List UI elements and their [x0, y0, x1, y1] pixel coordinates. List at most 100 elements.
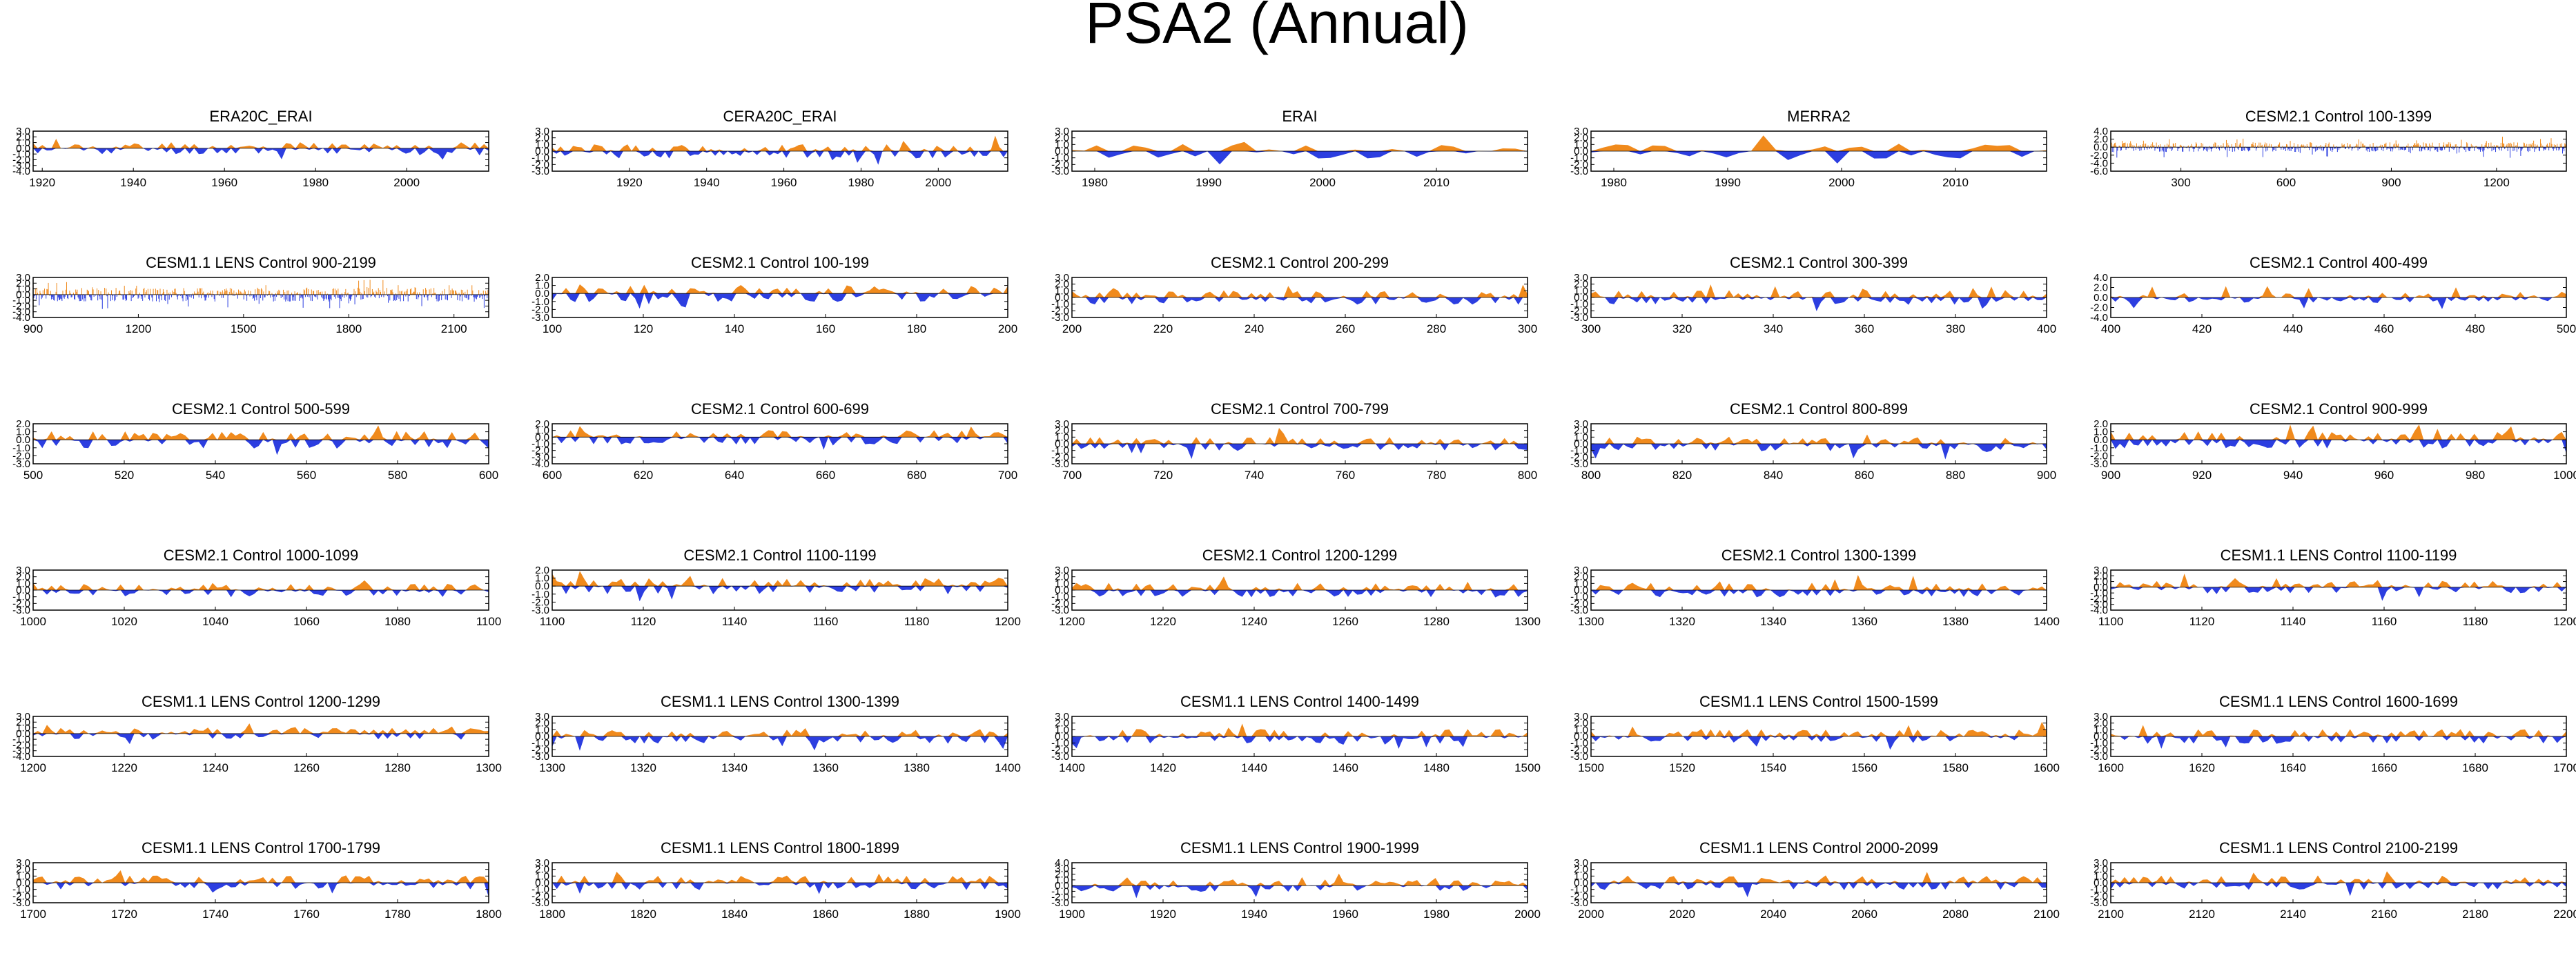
- y-tick-label: 2.0: [16, 277, 30, 289]
- y-tick-label: -2.0: [1051, 159, 1069, 170]
- x-tick-label: 2160: [2371, 908, 2397, 921]
- x-tick-label: 1340: [721, 761, 748, 774]
- negative-area: [1591, 736, 2047, 750]
- y-tick-label: 0.0: [1574, 585, 1588, 596]
- positive-area: [1591, 721, 2047, 736]
- x-tick-label: 280: [1427, 322, 1446, 335]
- panel-30: CESM1.1 LENS Control 2100-2199 3.02.01.00…: [2090, 839, 2576, 921]
- y-tick-label: -2.0: [2090, 593, 2108, 605]
- y-tick-label: 0.0: [1055, 731, 1069, 743]
- y-tick-label: 3.0: [535, 857, 549, 869]
- panel-16: CESM2.1 Control 1000-1099 3.02.01.00.0-1.…: [12, 547, 501, 628]
- x-tick-label: 1220: [111, 761, 137, 774]
- x-tick-label: 1560: [1851, 761, 1877, 774]
- y-tick-label: -6.0: [2090, 166, 2108, 177]
- x-tick-label: 300: [2171, 176, 2190, 189]
- y-tick-label: 1.0: [1055, 874, 1069, 886]
- panel-title: CESM2.1 Control 1200-1299: [1202, 547, 1398, 564]
- y-tick-label: 1.0: [535, 870, 549, 882]
- x-tick-label: 1760: [293, 908, 320, 921]
- y-tick-label: -1.0: [531, 296, 549, 308]
- x-tick-label: 620: [634, 469, 653, 482]
- x-tick-label: 400: [2101, 322, 2120, 335]
- x-tick-label: 1860: [812, 908, 839, 921]
- panel-5: CESM2.1 Control 100-1399 4.02.00.0-2.0-4.…: [2090, 108, 2567, 189]
- x-tick-label: 1580: [1942, 761, 1969, 774]
- x-tick-label: 1440: [1241, 761, 1267, 774]
- x-tick-label: 2000: [925, 176, 951, 189]
- positive-area: [2111, 286, 2566, 297]
- panel-title: ERAI: [1282, 108, 1317, 125]
- x-tick-label: 1800: [476, 908, 502, 921]
- y-tick-label: 0.0: [16, 585, 30, 596]
- y-tick-label: 2.0: [1574, 279, 1588, 291]
- negative-area: [2111, 297, 2566, 309]
- positive-area: [2111, 424, 2566, 440]
- x-tick-label: 1120: [2189, 615, 2215, 628]
- y-tick-label: -3.0: [12, 306, 30, 318]
- y-tick-label: 3.0: [1055, 272, 1069, 284]
- x-tick-label: 300: [1581, 322, 1601, 335]
- x-tick-label: 1920: [1150, 908, 1176, 921]
- plot-frame: [32, 277, 489, 318]
- y-tick-label: -1.0: [1570, 445, 1588, 457]
- plot-frame: [2110, 130, 2567, 172]
- y-tick-label: 1.0: [1055, 285, 1069, 297]
- x-tick-label: 200: [1062, 322, 1082, 335]
- x-tick-label: 920: [2192, 469, 2212, 482]
- y-tick-label: 0.0: [535, 431, 549, 443]
- y-tick-label: -2.0: [531, 890, 549, 902]
- y-tick-label: 1.0: [535, 280, 549, 292]
- x-tick-label: 1680: [2462, 761, 2488, 774]
- y-tick-label: -2.0: [1570, 890, 1588, 902]
- x-tick-label: 900: [23, 322, 43, 335]
- y-tick-label: 0.0: [16, 434, 30, 446]
- panel-title: CESM1.1 LENS Control 1600-1699: [2219, 693, 2458, 710]
- y-tick-label: -1.0: [12, 734, 30, 745]
- y-tick-label: 1.0: [2094, 427, 2108, 438]
- x-tick-label: 840: [1764, 469, 1783, 482]
- y-tick-label: -4.0: [2090, 157, 2108, 169]
- y-tick-label: -1.0: [12, 591, 30, 603]
- x-tick-label: 2000: [1514, 908, 1541, 921]
- panel-17: CESM2.1 Control 1100-1199 2.01.00.0-1.0-2…: [531, 547, 1021, 628]
- y-tick-label: 2.0: [2094, 134, 2108, 146]
- x-tick-label: 740: [1245, 469, 1264, 482]
- y-tick-label: -3.0: [1570, 751, 1588, 763]
- y-tick-label: 0.0: [1574, 731, 1588, 743]
- positive-area: [1591, 284, 2047, 297]
- x-tick-label: 1940: [1241, 908, 1267, 921]
- y-tick-label: -2.0: [12, 739, 30, 751]
- x-tick-label: 1820: [630, 908, 656, 921]
- panel-27: CESM1.1 LENS Control 1800-1899 3.02.01.00…: [531, 839, 1021, 921]
- y-tick-label: 3.0: [1055, 863, 1069, 874]
- x-tick-label: 1640: [2280, 761, 2306, 774]
- panel-title: CESM2.1 Control 1300-1399: [1721, 547, 1917, 564]
- x-tick-label: 1940: [694, 176, 720, 189]
- plot-frame: [2110, 569, 2567, 611]
- x-tick-label: 900: [2037, 469, 2056, 482]
- y-tick-label: 1.0: [2094, 576, 2108, 588]
- positive-area: [1072, 141, 1528, 151]
- panel-title: CESM2.1 Control 700-799: [1211, 400, 1389, 418]
- panel-title: CESM1.1 LENS Control 2100-2199: [2219, 839, 2458, 857]
- x-tick-label: 2200: [2553, 908, 2576, 921]
- x-tick-label: 1100: [540, 615, 565, 628]
- y-tick-label: -1.0: [531, 438, 549, 450]
- positive-area: [2111, 574, 2566, 587]
- y-tick-label: 1.0: [1574, 431, 1588, 443]
- y-tick-label: 3.0: [1574, 711, 1588, 723]
- y-tick-label: 1.0: [535, 573, 549, 585]
- y-tick-label: -2.0: [12, 890, 30, 902]
- x-tick-label: 1200: [995, 615, 1021, 628]
- x-tick-label: 1000: [20, 615, 46, 628]
- x-tick-label: 2010: [1942, 176, 1969, 189]
- panel-title: CESM2.1 Control 1000-1099: [164, 547, 359, 564]
- y-tick-label: -4.0: [531, 458, 549, 470]
- negative-area: [1591, 151, 2047, 164]
- y-tick-label: 0.0: [1055, 585, 1069, 596]
- x-tick-label: 1540: [1760, 761, 1786, 774]
- x-tick-label: 2000: [1828, 176, 1855, 189]
- y-tick-label: -2.0: [1051, 744, 1069, 756]
- y-tick-label: 0.0: [2094, 877, 2108, 889]
